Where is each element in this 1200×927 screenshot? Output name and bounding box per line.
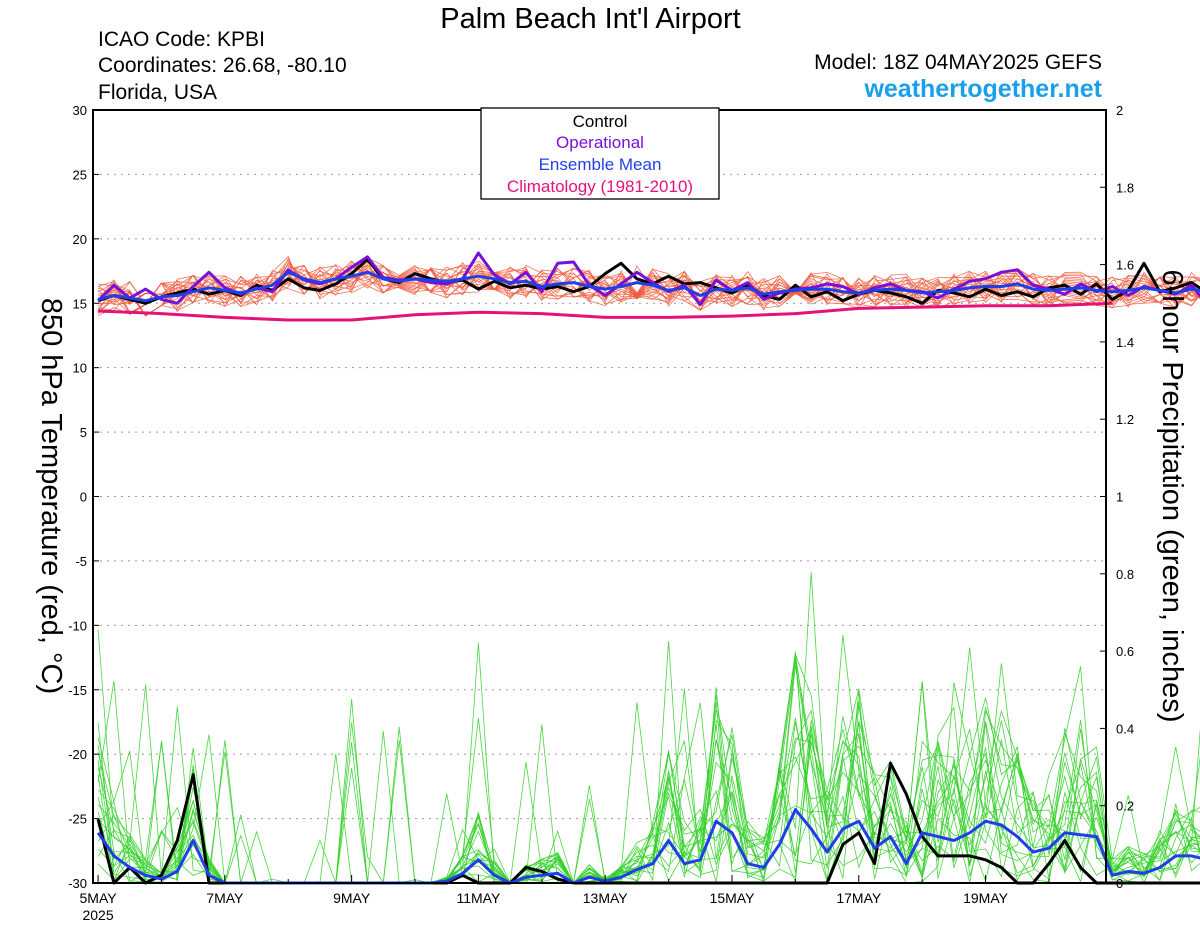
temp-member-line [97,255,1200,308]
temp-member-line [97,265,1200,310]
y-tick-label: -25 [68,812,87,827]
chart-title: Palm Beach Int'l Airport [440,3,741,35]
icao-code: ICAO Code: KPBI [98,28,265,51]
legend: Control Operational Ensemble Mean Climat… [480,107,720,200]
y-tick-label: -5 [75,554,87,569]
y-tick-label: 10 [73,361,87,376]
grid-lines [93,173,1106,820]
axes: 302520151050-5-10-15-20-25-3021.81.61.41… [68,103,1134,923]
y2-tick-label: 0.8 [1116,567,1134,582]
x-tick-label: 19MAY [963,890,1009,906]
y-tick-label: 5 [80,425,87,440]
legend-box [480,107,720,200]
temp-member-line [98,258,1200,317]
y-tick-label: 25 [73,167,87,182]
model-run-label: Model: 18Z 04MAY2025 GEFS [814,51,1102,74]
y2-tick-label: 1.6 [1116,258,1134,273]
precip-member-line [97,657,1200,884]
temp-member-line [97,260,1200,311]
y2-axis-label: 6-hour Precipitation (green, inches) [1156,270,1188,723]
temp-ensemble-mean-line [97,270,1200,303]
data-series [96,251,1200,885]
website-link[interactable]: weathertogether.net [864,75,1102,103]
y2-tick-label: 1.2 [1116,412,1134,427]
precip-member-line [97,706,1200,885]
y-tick-label: 30 [73,103,87,118]
x-tick-label: 7MAY [206,890,244,906]
x-tick-label: 15MAY [710,890,756,906]
y2-tick-label: 0.6 [1116,644,1134,659]
legend-ensemble-mean: Ensemble Mean [539,155,662,174]
x-tick-label: 5MAY [80,890,118,906]
legend-operational: Operational [556,133,644,152]
temp-climatology-line [98,301,1113,322]
x-tick-label: 9MAY [333,890,371,906]
precip-member-line [97,659,1200,884]
x-tick-sublabel: 2025 [82,907,113,923]
x-tick-label: 11MAY [456,890,500,906]
temp-member-line [98,266,1200,317]
legend-control: Control [573,112,628,131]
y-tick-label: -30 [68,876,87,891]
y-tick-label: -10 [68,618,87,633]
y2-tick-label: 1 [1116,490,1123,505]
temp-member-line [98,264,1200,317]
precip-member-line [97,642,1200,884]
region-label: Florida, USA [98,81,218,104]
y2-tick-label: 0.4 [1116,721,1134,736]
x-tick-label: 17MAY [836,890,882,906]
y-tick-label: 15 [73,296,87,311]
y-axis-label: 850 hPa Temperature (red, °C) [35,298,67,694]
y2-tick-label: 0 [1116,876,1123,891]
legend-climatology: Climatology (1981-2010) [507,177,693,196]
y2-tick-label: 1.8 [1116,180,1134,195]
y-tick-label: 20 [73,232,87,247]
y2-tick-label: 0.2 [1116,799,1134,814]
precip-member-line [97,709,1200,884]
precip-ensemble-members [97,572,1200,885]
coordinates: Coordinates: 26.68, -80.10 [98,54,347,77]
y2-tick-label: 2 [1116,103,1123,118]
precip-member-line [97,663,1200,884]
y-tick-label: 0 [80,490,87,505]
y2-tick-label: 1.4 [1116,335,1134,350]
precip-member-line [97,634,1200,884]
y-tick-label: -20 [68,747,87,762]
y-tick-label: -15 [68,683,87,698]
x-tick-label: 13MAY [583,890,629,906]
temp-member-line [97,264,1200,312]
